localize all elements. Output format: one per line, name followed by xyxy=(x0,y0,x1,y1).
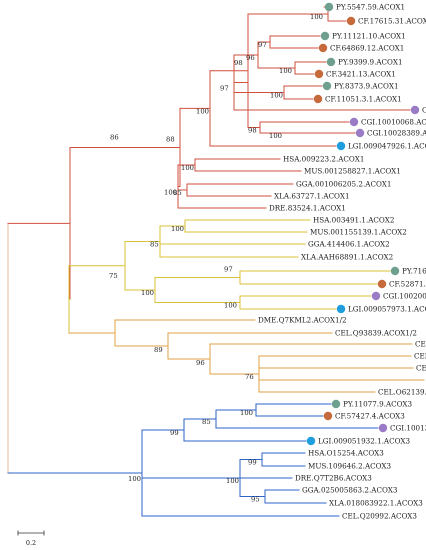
scale-bar-label: 0.2 xyxy=(26,539,36,547)
species-dot-cf xyxy=(324,412,332,420)
bootstrap-value: 100 xyxy=(240,409,253,417)
species-dot-lgi xyxy=(307,437,315,445)
leaf-label: PY.11121.10.ACOX1 xyxy=(332,32,406,41)
leaf-label: CEL.Q93839.ACOX1/2 xyxy=(335,329,417,338)
leaf-label: PY.9399.9.ACOX1 xyxy=(338,58,403,67)
bootstrap-value: 98 xyxy=(234,59,243,67)
leaf-label: GGA.001006205.2.ACOX1 xyxy=(296,180,391,189)
leaf-label: CEL.P34355.AOCX1/2 xyxy=(415,340,426,349)
species-dot-py xyxy=(323,82,331,90)
leaf-label: HSA.009223.2.ACOX1 xyxy=(283,155,364,164)
bootstrap-value: 89 xyxy=(154,346,163,354)
bootstrap-value: 76 xyxy=(245,373,254,381)
bootstrap-labels: 86 88100981009796971001009810010010085758… xyxy=(109,13,323,504)
leaf-label: CEL.O62140.ACOX1/2 xyxy=(414,352,426,361)
leaf-label: GGA.414406.1.ACOX2 xyxy=(308,240,390,249)
scale-bar: 0.2 xyxy=(18,531,44,548)
bootstrap-value: 100 xyxy=(171,225,184,233)
leaf-label: DRE.83524.1.ACOX1 xyxy=(269,204,346,213)
leaf-label: PY.5547.59.ACOX1 xyxy=(336,3,405,12)
species-dot-cf xyxy=(319,44,327,52)
species-dot-cgi xyxy=(356,129,364,137)
leaf-label: CGI.10028389.ACOX1 xyxy=(367,129,426,138)
leaf-label: XLA.AAH68891.1.ACOX2 xyxy=(301,253,393,262)
species-dot-py xyxy=(332,400,340,408)
leaf-label: CF.52871.92.ACOX2 xyxy=(389,280,426,289)
bootstrap-value: 100 xyxy=(181,164,194,172)
bootstrap-value: 75 xyxy=(109,272,118,280)
species-dot-cf xyxy=(314,95,322,103)
leaf-label: XLA.63727.1.ACOX1 xyxy=(274,192,350,201)
leaf-label: CF.11051.3.1.ACOX1 xyxy=(325,95,402,104)
bootstrap-value: 99 xyxy=(248,459,257,467)
bootstrap-value: 96 xyxy=(196,359,205,367)
species-dot-py xyxy=(327,58,335,66)
leaf-label: CGI.10015195.ACOX1 xyxy=(422,106,426,115)
leaf-label: GGA.025005863.2.ACOX3 xyxy=(302,486,398,495)
bootstrap-value: 97 xyxy=(258,41,267,49)
leaf-label: PY.716361.21.ACOX2 xyxy=(402,267,426,276)
bootstrap-value: 97 xyxy=(224,266,233,274)
leaf-label: PY.11077.9.ACOX3 xyxy=(343,400,413,409)
bootstrap-value: 95 xyxy=(251,496,260,504)
species-dot-cgi xyxy=(350,118,358,126)
leaf-label: CF.3421.13.ACOX1 xyxy=(326,70,396,79)
bootstrap-value: 100 xyxy=(141,289,154,297)
leaf-label: CEL.O62137.ACOX1/2 xyxy=(416,364,426,373)
bootstrap-value: 96 xyxy=(246,54,255,62)
species-dot-py xyxy=(325,3,333,11)
leaf-label: DRE.Q7T2B6.ACOX3 xyxy=(295,474,372,483)
species-dot-lgi xyxy=(337,305,345,313)
leaf-labels: PY.5547.59.ACOX1 CF.17615.31.ACOX1 PY.1112… xyxy=(258,3,426,521)
bootstrap-value: 85 xyxy=(173,189,182,197)
bootstrap-value: 85 xyxy=(202,418,211,426)
bootstrap-value: 100 xyxy=(270,92,283,100)
leaf-label: XLA.018083922.1.ACOX3 xyxy=(329,499,423,508)
bootstrap-value: 88 xyxy=(166,135,175,143)
species-dot-cgi xyxy=(411,106,419,114)
leaf-label: CF.64869.12.ACOX1 xyxy=(330,44,404,53)
leaf-label: MUS.109646.2.ACOX3 xyxy=(308,462,392,471)
leaf-label: CGI.10010068.ACOX1 xyxy=(361,118,426,127)
species-dot-cgi xyxy=(379,424,387,432)
bootstrap-value: 100 xyxy=(128,475,141,483)
species-dot-cf xyxy=(347,17,355,25)
leaf-label: HSA.003491.1.ACOX2 xyxy=(313,216,394,225)
species-dot-cgi xyxy=(372,292,380,300)
species-dot-py xyxy=(321,32,329,40)
leaf-label: HSA.O15254.ACOX3 xyxy=(308,449,384,458)
leaf-label: CGI.10013803.ACOX3 xyxy=(390,424,426,433)
leaf-label: CGI.10020067.ACOX2 xyxy=(383,292,426,301)
species-dot-cf xyxy=(378,280,386,288)
bootstrap-value: 100 xyxy=(279,67,292,75)
species-dot-cf xyxy=(315,70,323,78)
leaf-label: CEL.Q20992.ACOX3 xyxy=(342,512,417,521)
leaf-label: CF.17615.31.ACOX1 xyxy=(358,17,426,26)
leaf-label: MUS.001155139.1.ACOX2 xyxy=(310,228,407,237)
leaf-label: DME.Q7KML2.ACOX1/2 xyxy=(258,316,347,325)
bootstrap-value: 100 xyxy=(224,302,237,310)
bootstrap-value: 99 xyxy=(170,429,179,437)
species-dot-py xyxy=(391,267,399,275)
bootstrap-value: 86 xyxy=(110,133,119,141)
leaf-label: LGI.009047926.1.ACOX1 xyxy=(348,142,426,151)
species-dot-lgi xyxy=(337,142,345,150)
leaf-label: CF.57427.4.ACOX3 xyxy=(335,412,405,421)
bootstrap-value: 100 xyxy=(226,477,239,485)
bootstrap-value: 98 xyxy=(248,127,257,135)
bootstrap-value: 100 xyxy=(196,107,209,115)
leaf-label: LGI.009057973.1.ACOX2 xyxy=(348,305,426,314)
bootstrap-value: 97 xyxy=(220,85,229,93)
leaf-label: PY.8373.9.ACOX1 xyxy=(334,82,399,91)
leaf-label: MUS.001258827.1.ACOX1 xyxy=(304,167,401,176)
leaf-label: LGI.009051932.1.ACOX3 xyxy=(318,437,411,446)
bootstrap-value: 100 xyxy=(269,132,282,140)
leaf-label: CEL.O62139.ACOX1/2 xyxy=(378,388,426,397)
bootstrap-value: 85 xyxy=(150,241,159,249)
bootstrap-value: 100 xyxy=(310,13,323,21)
